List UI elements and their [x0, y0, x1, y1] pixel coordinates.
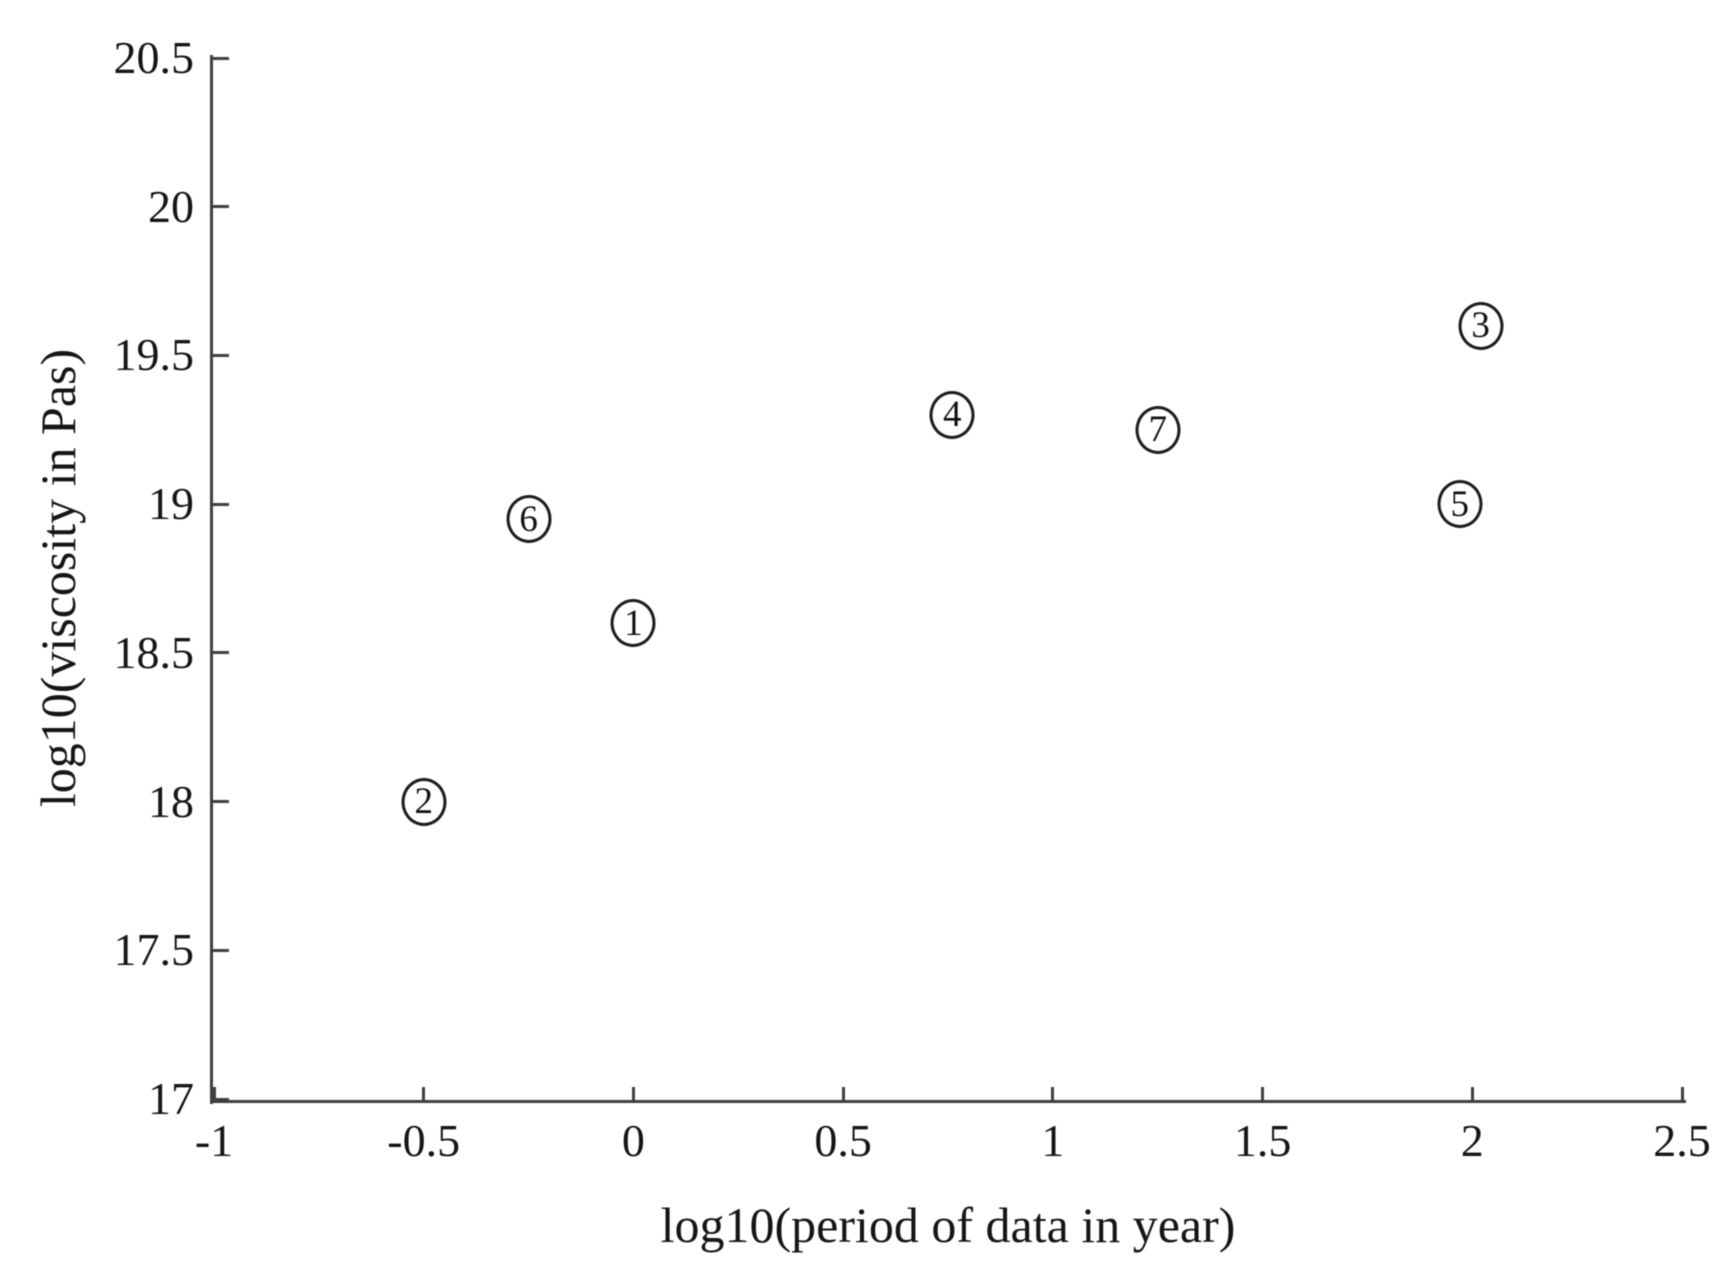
x-tick-mark	[1051, 1087, 1055, 1103]
data-point-4: 4	[929, 390, 975, 439]
data-point-number: 1	[624, 602, 643, 644]
x-tick-mark	[212, 1087, 216, 1103]
data-point-6: 6	[506, 495, 552, 543]
y-axis-line	[210, 55, 213, 1104]
x-tick-mark	[631, 1087, 635, 1103]
data-point-number: 2	[414, 781, 433, 823]
y-tick-label: 19	[148, 478, 194, 530]
x-tick-label: 2.5	[1653, 1115, 1711, 1166]
x-tick-mark	[1470, 1087, 1474, 1103]
data-point-5: 5	[1437, 480, 1483, 529]
y-tick-label: 17	[148, 1073, 194, 1124]
data-point-number: 4	[942, 394, 962, 436]
y-tick-mark	[213, 948, 229, 952]
data-point-3: 3	[1458, 301, 1504, 350]
x-tick-label: -0.5	[387, 1115, 461, 1166]
x-tick-label: 0	[621, 1115, 645, 1166]
y-tick-mark	[213, 205, 229, 209]
x-tick-label: -1	[194, 1115, 234, 1166]
x-tick-label: 1	[1041, 1115, 1065, 1166]
x-axis-line	[210, 1100, 1686, 1103]
x-tick-mark	[1680, 1087, 1684, 1103]
y-tick-label: 18	[148, 775, 194, 827]
y-tick-label: 20	[148, 180, 194, 232]
y-tick-mark	[213, 800, 229, 804]
y-tick-label: 18.5	[113, 626, 195, 678]
data-point-number: 3	[1471, 305, 1490, 347]
x-tick-label: 1.5	[1233, 1115, 1292, 1166]
y-tick-mark	[213, 651, 229, 655]
y-tick-mark	[213, 56, 229, 60]
x-tick-label: 2	[1460, 1115, 1484, 1166]
y-tick-label: 20.5	[113, 32, 195, 83]
y-axis-title: log10(viscosity in Pas)	[30, 348, 86, 808]
x-tick-mark	[1261, 1087, 1265, 1103]
y-tick-label: 17.5	[113, 924, 195, 976]
x-axis-title: log10(period of data in year)	[660, 1197, 1236, 1253]
data-point-number: 5	[1450, 483, 1469, 525]
x-tick-label: 0.5	[814, 1115, 872, 1166]
x-tick-mark	[841, 1087, 845, 1103]
y-tick-mark	[213, 502, 229, 506]
y-tick-label: 19.5	[113, 329, 195, 381]
data-point-number: 7	[1148, 409, 1167, 451]
y-tick-mark	[213, 1097, 229, 1101]
x-tick-mark	[422, 1087, 426, 1103]
data-point-1: 1	[610, 599, 656, 648]
data-point-7: 7	[1135, 405, 1181, 454]
data-point-number: 6	[519, 498, 538, 540]
y-tick-mark	[213, 353, 229, 357]
data-point-2: 2	[401, 777, 447, 826]
